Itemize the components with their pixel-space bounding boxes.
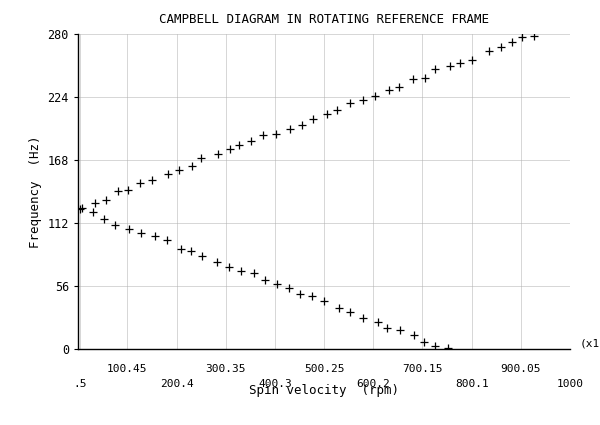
Point — [236, 267, 245, 274]
X-axis label: Spin velocity  (rpm): Spin velocity (rpm) — [249, 384, 399, 397]
Point — [285, 125, 295, 132]
Point — [358, 97, 368, 104]
Point — [496, 44, 506, 51]
Point — [408, 76, 418, 83]
Title: CAMPBELL DIAGRAM IN ROTATING REFERENCE FRAME: CAMPBELL DIAGRAM IN ROTATING REFERENCE F… — [159, 13, 489, 26]
Point — [197, 253, 206, 260]
Point — [297, 122, 307, 128]
Text: 800.1: 800.1 — [455, 379, 488, 389]
Point — [445, 62, 455, 69]
Point — [246, 138, 256, 145]
Point — [484, 48, 493, 55]
Point — [151, 232, 160, 239]
Point — [77, 204, 87, 211]
Point — [443, 344, 453, 351]
Point — [136, 180, 145, 187]
Point — [455, 60, 465, 67]
Point — [163, 237, 172, 244]
Point — [409, 332, 419, 339]
Point — [260, 277, 270, 283]
Y-axis label: Frequency  (Hz): Frequency (Hz) — [29, 135, 42, 247]
Point — [430, 343, 440, 349]
Text: (x10**1): (x10**1) — [580, 338, 600, 348]
Text: 200.4: 200.4 — [160, 379, 193, 389]
Text: 300.35: 300.35 — [206, 364, 246, 374]
Text: 1000: 1000 — [557, 379, 583, 389]
Point — [332, 107, 342, 113]
Point — [319, 297, 329, 304]
Point — [430, 66, 440, 73]
Point — [508, 39, 517, 46]
Point — [335, 305, 344, 312]
Point — [295, 291, 304, 298]
Point — [284, 284, 294, 291]
Point — [271, 131, 281, 138]
Text: 400.3: 400.3 — [258, 379, 292, 389]
Point — [225, 146, 235, 153]
Point — [345, 99, 355, 106]
Point — [322, 110, 332, 117]
Point — [382, 325, 392, 332]
Point — [213, 151, 223, 158]
Point — [175, 166, 184, 173]
Point — [187, 163, 197, 170]
Point — [419, 339, 428, 346]
Text: 100.45: 100.45 — [107, 364, 148, 374]
Point — [249, 269, 259, 276]
Point — [186, 248, 196, 255]
Point — [517, 34, 527, 41]
Point — [359, 314, 368, 321]
Text: 600.2: 600.2 — [356, 379, 390, 389]
Point — [136, 230, 146, 236]
Text: 700.15: 700.15 — [402, 364, 443, 374]
Point — [123, 186, 133, 193]
Point — [196, 155, 206, 162]
Point — [371, 92, 380, 99]
Point — [272, 280, 282, 287]
Point — [308, 116, 318, 122]
Point — [394, 84, 404, 91]
Point — [176, 245, 185, 252]
Point — [395, 327, 404, 334]
Point — [373, 319, 382, 326]
Point — [101, 196, 111, 203]
Point — [421, 75, 430, 82]
Point — [224, 264, 234, 270]
Point — [529, 33, 538, 40]
Point — [385, 87, 394, 94]
Text: .5: .5 — [74, 379, 87, 389]
Point — [75, 205, 85, 212]
Point — [164, 171, 173, 178]
Point — [346, 309, 355, 315]
Point — [89, 209, 98, 215]
Point — [234, 141, 244, 148]
Point — [307, 292, 317, 299]
Point — [113, 188, 122, 195]
Text: 500.25: 500.25 — [304, 364, 344, 374]
Point — [90, 199, 100, 206]
Point — [259, 132, 268, 139]
Point — [124, 226, 134, 232]
Point — [467, 56, 477, 63]
Point — [110, 221, 120, 228]
Point — [100, 216, 109, 223]
Text: 900.05: 900.05 — [500, 364, 541, 374]
Point — [212, 258, 221, 265]
Point — [147, 176, 157, 183]
